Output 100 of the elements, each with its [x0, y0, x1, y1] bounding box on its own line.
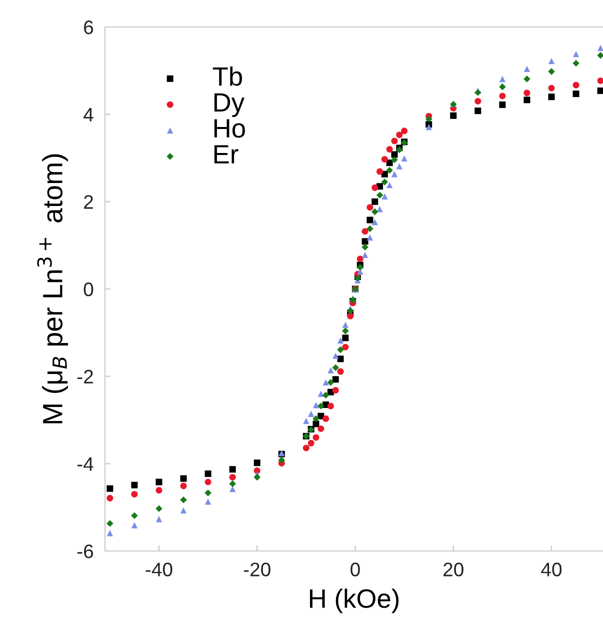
point [327, 402, 334, 410]
point [450, 112, 457, 119]
point [524, 76, 530, 82]
point [156, 478, 162, 486]
y-tick-label: -2 [77, 370, 93, 384]
point [386, 166, 393, 174]
x-axis-title: H (kOe) [310, 588, 399, 614]
point [332, 364, 340, 371]
point [342, 328, 349, 334]
point [401, 128, 408, 134]
point [322, 379, 329, 386]
point [278, 456, 286, 464]
point [366, 234, 374, 241]
point [156, 505, 162, 512]
point [106, 485, 114, 492]
point [391, 156, 398, 164]
point [328, 367, 334, 374]
point [337, 337, 344, 344]
point [308, 410, 314, 417]
point [366, 225, 374, 232]
y-tick-label: 0 [84, 282, 94, 296]
point [391, 151, 398, 158]
x-tick-label: -20 [244, 562, 270, 576]
point [312, 415, 320, 422]
point [426, 124, 432, 130]
point [204, 498, 212, 505]
point [372, 198, 378, 205]
legend-label: Er [214, 145, 238, 164]
y-tick-label: -4 [77, 457, 94, 471]
y-tick-label: 6 [84, 20, 94, 34]
point [597, 77, 603, 84]
point [386, 146, 393, 153]
point [548, 84, 555, 92]
point [381, 178, 388, 186]
y-tick-label: 4 [84, 108, 94, 122]
point [106, 520, 114, 527]
point [302, 444, 310, 452]
point [204, 470, 212, 477]
point [372, 219, 378, 226]
point [332, 387, 339, 394]
point [254, 460, 260, 466]
point [362, 244, 368, 250]
point [156, 487, 162, 494]
legend-label: Ho [214, 119, 245, 138]
point [229, 466, 236, 473]
x-tick-label: 0 [350, 562, 360, 576]
point [524, 96, 530, 104]
point [204, 478, 212, 486]
point [396, 163, 402, 170]
point [312, 402, 320, 408]
point [572, 50, 580, 58]
point [180, 482, 187, 490]
point [499, 76, 506, 82]
point [327, 379, 334, 386]
point [229, 480, 236, 488]
point [254, 474, 260, 481]
point [317, 402, 324, 410]
point [204, 490, 212, 496]
point [312, 434, 320, 441]
point [548, 94, 555, 100]
point [337, 356, 344, 362]
point [332, 352, 339, 359]
x-tick-label: -40 [146, 562, 172, 576]
point [362, 252, 368, 258]
x-tick-label: 40 [541, 562, 562, 576]
point [254, 467, 260, 474]
point [474, 98, 482, 104]
legend-label: Tb [212, 66, 242, 86]
point [396, 132, 403, 138]
point [346, 307, 354, 314]
point [342, 344, 349, 350]
point [386, 182, 393, 188]
point [376, 192, 384, 199]
point [391, 138, 398, 144]
point [499, 83, 506, 90]
point [347, 312, 354, 320]
point [342, 322, 349, 328]
point [131, 512, 138, 520]
point [366, 204, 374, 211]
point [362, 238, 368, 245]
point [156, 516, 162, 522]
point [362, 228, 368, 235]
point [401, 155, 408, 162]
point [356, 264, 364, 271]
point [229, 486, 236, 492]
point [356, 256, 364, 262]
point [322, 392, 330, 399]
x-tick-label: 20 [444, 562, 464, 576]
point [106, 494, 114, 502]
point [337, 346, 344, 354]
point [318, 390, 324, 397]
y-tick-label: -6 [77, 544, 94, 558]
point [337, 368, 344, 375]
point [371, 208, 378, 216]
point [425, 116, 432, 123]
point [131, 482, 138, 488]
point [131, 490, 138, 498]
point [303, 418, 310, 424]
point [499, 92, 506, 100]
point [106, 530, 114, 536]
